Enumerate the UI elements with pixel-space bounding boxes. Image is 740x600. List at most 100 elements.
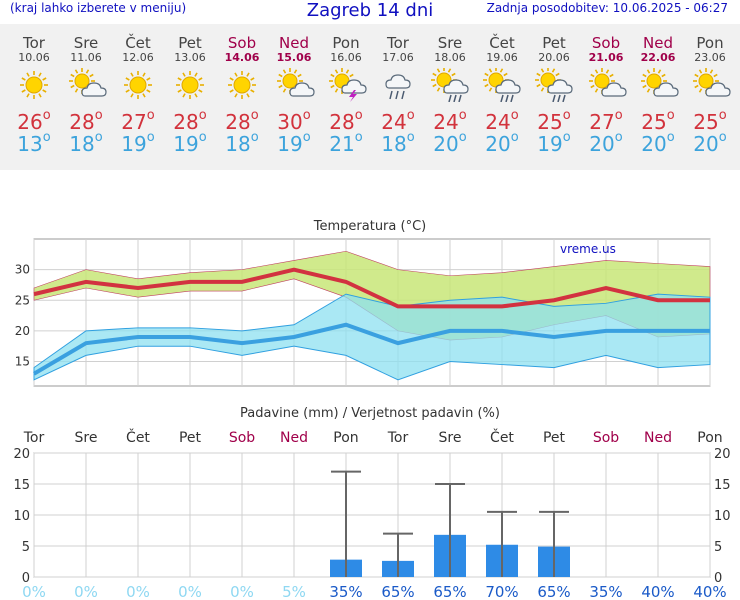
x-day-label: Čet <box>126 428 150 446</box>
rain-probability-label: 0% <box>22 583 46 600</box>
max-temp-value: 24 <box>485 110 511 134</box>
max-temp: 28o <box>164 108 216 134</box>
min-temp-value: 19 <box>173 132 199 156</box>
day-name: Sre <box>437 34 463 52</box>
min-temp-value: 18 <box>225 132 251 156</box>
degree-sign: o <box>458 130 467 145</box>
day-column: Pet 13.06 28o 19o <box>164 24 216 170</box>
min-temp: 18o <box>216 130 268 156</box>
rain-probability-label: 40% <box>693 583 726 600</box>
max-temp: 25o <box>632 108 684 134</box>
day-date: 16.06 <box>330 51 362 64</box>
x-day-label: Tor <box>23 430 45 446</box>
min-temp-value: 20 <box>485 132 511 156</box>
day-date: 20.06 <box>538 51 570 64</box>
min-temp-value: 20 <box>433 132 459 156</box>
day-name: Ned <box>279 34 309 52</box>
x-day-label: Sob <box>229 430 255 446</box>
sun-icon <box>176 71 204 99</box>
max-temp-value: 25 <box>641 110 667 134</box>
x-day-label: Sob <box>593 430 619 446</box>
max-temp: 28o <box>216 108 268 134</box>
max-temp-value: 25 <box>537 110 563 134</box>
day-column: Ned 22.06 25o 20o <box>632 24 684 170</box>
degree-sign: o <box>354 108 363 123</box>
max-temp: 28o <box>60 108 112 134</box>
thunderstorm-icon <box>329 68 367 102</box>
day-column: Sre 11.06 28o 18o <box>60 24 112 170</box>
day-name: Sob <box>227 34 257 52</box>
sun-cloud-rain-icon <box>431 67 469 103</box>
rain-probability-label: 40% <box>641 583 674 600</box>
min-temp: 20o <box>632 130 684 156</box>
watermark: vreme.us <box>560 242 616 256</box>
max-temp-value: 26 <box>17 110 43 134</box>
degree-sign: o <box>302 108 311 123</box>
day-date: 23.06 <box>694 51 726 64</box>
y-tick-label-right: 10 <box>714 509 731 524</box>
max-temp: 24o <box>424 108 476 134</box>
min-temp: 13o <box>8 130 60 156</box>
day-date: 12.06 <box>122 51 154 64</box>
day-date: 21.06 <box>588 51 624 64</box>
last-update: Zadnja posodobitev: 10.06.2025 - 06:27 <box>486 1 728 15</box>
x-day-label: Čet <box>490 428 514 446</box>
max-temp-line <box>33 267 710 309</box>
rain-probability-label: 70% <box>485 583 518 600</box>
day-column: Sob 21.06 27o 20o <box>580 24 632 170</box>
day-column: Čet 12.06 27o 19o <box>112 24 164 170</box>
degree-sign: o <box>94 130 103 145</box>
day-name: Ned <box>643 34 673 52</box>
x-day-label: Pon <box>333 430 358 446</box>
degree-sign: o <box>718 130 727 145</box>
rain-probability-label: 65% <box>537 583 570 600</box>
min-temp: 19o <box>164 130 216 156</box>
min-temp: 19o <box>268 130 320 156</box>
day-date: 19.06 <box>486 51 518 64</box>
forecast-strip: Tor 10.06 26o 13o Sre 11.06 28o 18o Čet 12.06 27o 1… <box>0 24 740 170</box>
min-temp-range-band <box>33 293 711 381</box>
degree-sign: o <box>510 108 519 123</box>
rain-probability-label: 5% <box>282 583 306 600</box>
degree-sign: o <box>406 130 415 145</box>
degree-sign: o <box>354 130 363 145</box>
min-temp-value: 18 <box>69 132 95 156</box>
day-name: Sob <box>591 34 621 52</box>
y-tick-label: 30 <box>15 263 30 277</box>
degree-sign: o <box>562 108 571 123</box>
partly-cloudy-icon <box>69 68 107 97</box>
x-day-label: Sre <box>439 430 462 446</box>
partly-cloudy-icon <box>641 68 679 97</box>
day-name: Sre <box>73 34 99 52</box>
day-column: Pon 23.06 25o 20o <box>684 24 736 170</box>
min-temp: 18o <box>60 130 112 156</box>
max-temp: 28o <box>320 108 372 134</box>
day-column: Pet 20.06 25o 19o <box>528 24 580 170</box>
max-temp: 25o <box>528 108 580 134</box>
day-column: Tor 17.06 24o 18o <box>372 24 424 170</box>
day-date: 10.06 <box>18 51 50 64</box>
day-column: Sob 14.06 28o 18o <box>216 24 268 170</box>
max-temp-value: 24 <box>381 110 407 134</box>
x-day-label: Tor <box>387 430 409 446</box>
precipitation-chart: Tor Sre Čet Pet Sob Ned Pon Tor Sre Čet Pet Sob Ned P… <box>13 428 731 600</box>
degree-sign: o <box>198 108 207 123</box>
min-temp: 19o <box>112 130 164 156</box>
max-temp-value: 27 <box>121 110 147 134</box>
temperature-chart: 15 20 25 30 vreme.us <box>15 238 711 387</box>
degree-sign: o <box>250 130 259 145</box>
day-column: Tor 10.06 26o 13o <box>8 24 60 170</box>
min-temp-value: 19 <box>277 132 303 156</box>
y-tick-label: 20 <box>15 324 30 338</box>
day-date: 22.06 <box>640 51 676 64</box>
temperature-chart-title: Temperatura (°C) <box>313 219 427 234</box>
max-temp: 30o <box>268 108 320 134</box>
min-temp-value: 19 <box>537 132 563 156</box>
y-tick-label-right: 0 <box>714 571 722 586</box>
max-temp-value: 28 <box>329 110 355 134</box>
degree-sign: o <box>614 130 623 145</box>
day-date: 18.06 <box>434 51 466 64</box>
y-tick-label-left: 20 <box>13 447 30 462</box>
degree-sign: o <box>666 130 675 145</box>
degree-sign: o <box>302 130 311 145</box>
